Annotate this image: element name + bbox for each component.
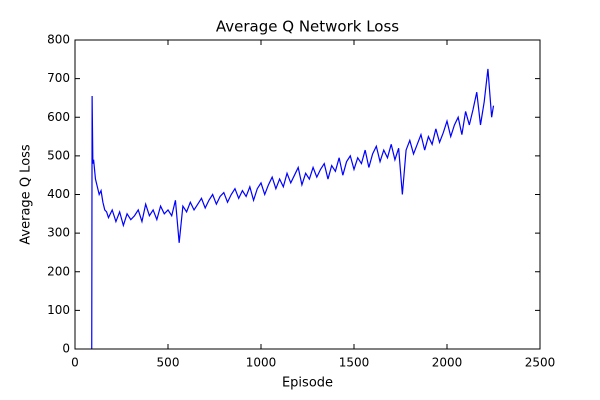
x-tick-label: 1000: [246, 356, 277, 370]
y-tick-label: 400: [47, 187, 70, 201]
y-tick-label: 100: [47, 303, 70, 317]
x-axis-label: Episode: [282, 376, 333, 391]
x-tick-label: 0: [71, 356, 79, 370]
x-tick-label: 2000: [432, 356, 463, 370]
x-tick-label: 2500: [525, 356, 556, 370]
y-tick-label: 300: [47, 226, 70, 240]
y-tick-label: 800: [47, 33, 70, 47]
chart-title: Average Q Network Loss: [216, 18, 399, 36]
y-tick-label: 0: [62, 342, 70, 356]
y-tick-label: 600: [47, 110, 70, 124]
x-tick-label: 1500: [339, 356, 370, 370]
x-tick-label: 500: [157, 356, 180, 370]
data-line: [91, 68, 495, 350]
y-tick-label: 200: [47, 264, 70, 278]
y-tick-label: 700: [47, 71, 70, 85]
y-tick-label: 500: [47, 148, 70, 162]
y-axis-label: Average Q Loss: [19, 144, 34, 245]
plot-frame: [74, 39, 541, 350]
